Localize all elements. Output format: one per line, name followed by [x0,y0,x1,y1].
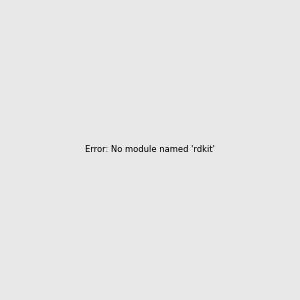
Text: Error: No module named 'rdkit': Error: No module named 'rdkit' [85,146,215,154]
